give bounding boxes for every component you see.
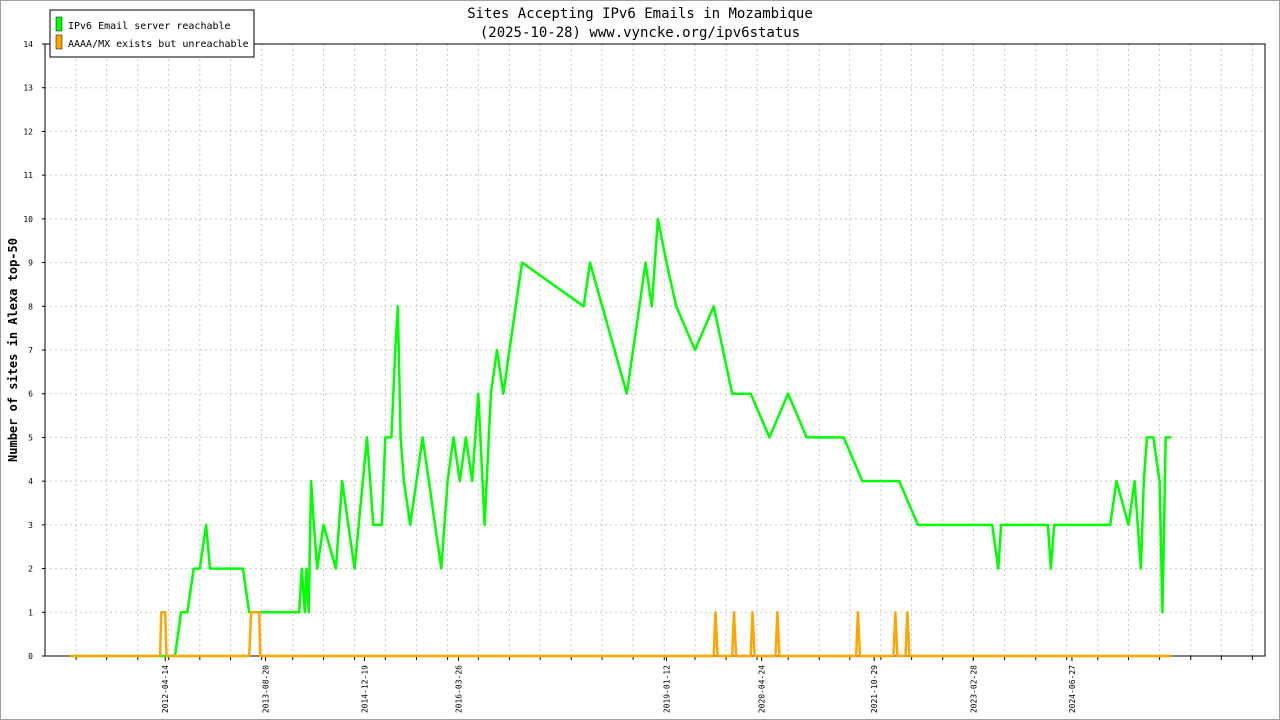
y-tick-label: 0: [28, 652, 33, 661]
x-tick-label: 2023-02-28: [969, 665, 978, 713]
y-tick-label: 1: [28, 608, 33, 617]
x-tick-label: 2016-03-26: [455, 665, 464, 713]
y-tick-label: 13: [23, 84, 33, 93]
y-tick-label: 8: [28, 302, 33, 311]
y-tick-label: 3: [28, 521, 33, 530]
grid: [45, 44, 1265, 656]
y-tick-label: 12: [23, 127, 33, 136]
y-tick-label: 11: [23, 171, 33, 180]
legend-swatch-reachable: [55, 16, 63, 32]
legend: IPv6 Email server reachable AAAA/MX exis…: [49, 9, 255, 58]
y-tick-label: 2: [28, 565, 33, 574]
legend-swatch-unreachable: [55, 34, 63, 50]
y-tick-label: 5: [28, 433, 33, 442]
legend-label-reachable: IPv6 Email server reachable: [68, 21, 231, 32]
y-tick-label: 9: [28, 259, 33, 268]
series-line-reachable: [69, 217, 1172, 658]
y-tick-label: 10: [23, 215, 33, 224]
chart-title: Sites Accepting IPv6 Emails in Mozambiqu…: [467, 6, 813, 22]
chart-subtitle: (2025-10-28) www.vyncke.org/ipv6status: [480, 25, 800, 41]
x-axis-ticks: 2012-04-14 2013-08-20 2014-12-19 2016-03-26…: [75, 656, 1253, 713]
series-lines: [69, 217, 1172, 658]
y-tick-label: 7: [28, 346, 33, 355]
y-axis-label: Number of sites in Alexa top-50: [6, 238, 20, 462]
x-tick-label: 2012-04-14: [161, 665, 170, 713]
x-tick-label: 2014-12-19: [360, 665, 369, 713]
legend-label-unreachable: AAAA/MX exists but unreachable: [68, 39, 249, 50]
x-tick-label: 2021-10-29: [870, 665, 879, 713]
x-tick-label: 2013-08-20: [262, 665, 271, 713]
y-tick-label: 14: [23, 40, 33, 49]
series-line-unreachable: [69, 611, 1172, 658]
x-tick-label: 2024-06-27: [1068, 665, 1077, 713]
legend-box: [49, 9, 255, 58]
x-tick-label: 2020-04-24: [758, 665, 767, 713]
y-tick-label: 4: [28, 477, 33, 486]
y-tick-label: 6: [28, 390, 33, 399]
x-tick-label: 2019-01-12: [662, 665, 671, 713]
